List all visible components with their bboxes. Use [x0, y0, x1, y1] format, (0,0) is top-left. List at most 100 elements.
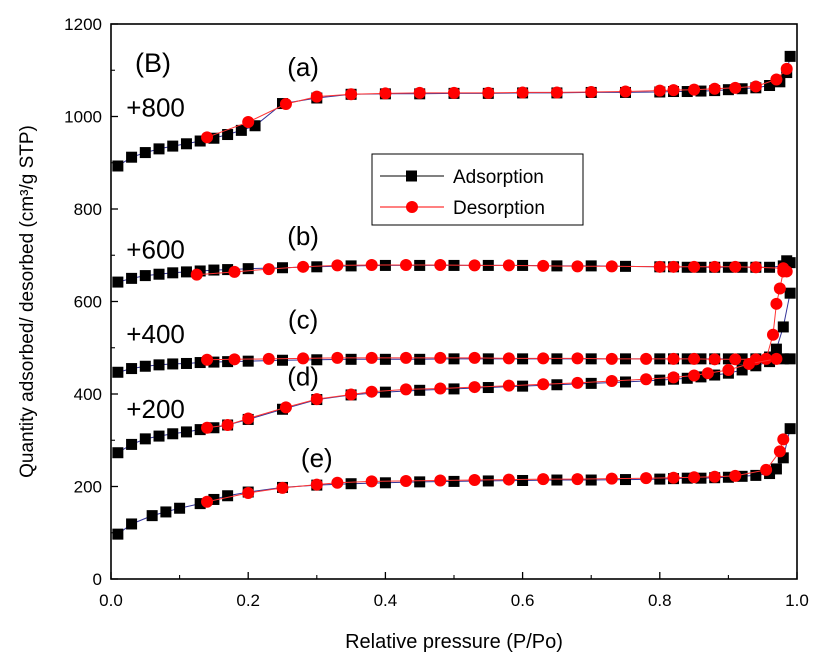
desorption-point — [640, 373, 653, 386]
desorption-point — [399, 258, 412, 271]
desorption-point — [688, 471, 701, 484]
series-a-desorption — [201, 62, 793, 144]
adsorption-point — [482, 475, 494, 487]
adsorption-point — [112, 276, 124, 288]
adsorption-point — [379, 386, 391, 398]
legend-box — [371, 153, 584, 226]
adsorption-point — [345, 478, 357, 490]
desorption-point — [399, 474, 412, 487]
desorption-point — [434, 351, 447, 364]
series-d-desorption — [201, 352, 783, 434]
series-c-desorption — [201, 265, 790, 366]
adsorption-point — [126, 272, 138, 284]
desorption-point — [262, 263, 275, 276]
desorption-point — [537, 259, 550, 272]
desorption-point — [434, 474, 447, 487]
x-tick-label: 0.8 — [648, 591, 672, 610]
adsorption-point — [160, 506, 172, 518]
desorption-point — [482, 86, 495, 99]
legend-marker-desorption — [406, 201, 418, 213]
desorption-point — [773, 445, 786, 458]
annotation-layer: (a) (b) (c) (d) (e) +800 +600 +400 +200 — [126, 52, 332, 473]
x-axis-label: Relative pressure (P/Po) — [345, 631, 563, 653]
adsorption-point — [208, 264, 220, 276]
desorption-point — [780, 62, 793, 75]
adsorption-point — [681, 86, 693, 98]
desorption-point — [667, 471, 680, 484]
adsorption-point — [112, 160, 124, 172]
desorption-point — [537, 352, 550, 365]
adsorption-point — [180, 426, 192, 438]
adsorption-point — [153, 268, 165, 280]
adsorption-point — [585, 377, 597, 389]
adsorption-point — [784, 257, 796, 269]
y-axis-label: Quantity adsorbed/ desorbed (cm³/g STP) — [17, 125, 38, 478]
adsorption-point — [242, 355, 254, 367]
desorption-point — [221, 418, 234, 431]
legend-label-desorption: Desorption — [453, 198, 545, 219]
y-tick-label: 1200 — [64, 15, 102, 34]
desorption-point — [434, 258, 447, 271]
adsorption-point — [784, 423, 796, 435]
series-a-adsorption — [112, 50, 796, 172]
x-tick-label: 0.0 — [99, 591, 123, 610]
desorption-point — [605, 472, 618, 485]
desorption-point — [228, 265, 241, 278]
desorption-point — [766, 328, 779, 341]
tick-layer: 0.0 0.2 0.4 0.6 0.8 1.0 0 200 400 600 800 1000 1200 — [64, 15, 809, 610]
desorption-point — [399, 383, 412, 396]
adsorption-point — [448, 383, 460, 395]
desorption-point — [365, 385, 378, 398]
series-line — [206, 439, 784, 503]
desorption-point — [571, 352, 584, 365]
adsorption-point — [208, 132, 220, 144]
desorption-point — [688, 369, 701, 382]
desorption-point — [228, 353, 241, 366]
desorption-point — [653, 260, 666, 273]
desorption-point — [667, 352, 680, 365]
panel-label: (B) — [135, 48, 171, 78]
desorption-point — [279, 98, 292, 111]
desorption-point — [468, 474, 481, 487]
adsorption-point — [654, 473, 666, 485]
adsorption-point — [222, 264, 234, 276]
adsorption-point — [770, 343, 782, 355]
adsorption-point — [620, 376, 631, 388]
adsorption-point — [722, 84, 734, 96]
annotation-400: +400 — [126, 319, 185, 349]
adsorption-point — [681, 472, 693, 484]
desorption-point — [729, 260, 742, 273]
adsorption-point — [784, 50, 796, 62]
adsorption-point — [139, 147, 151, 159]
desorption-point — [537, 473, 550, 486]
desorption-point — [331, 351, 344, 364]
adsorption-point — [517, 380, 529, 392]
adsorption-point — [167, 428, 179, 440]
adsorption-point — [153, 359, 165, 371]
adsorption-point — [764, 80, 776, 92]
adsorption-point — [222, 356, 234, 368]
desorption-point — [242, 486, 255, 499]
legend-label-adsorption: Adsorption — [453, 167, 544, 188]
adsorption-point — [277, 354, 288, 366]
adsorption-point — [345, 260, 357, 272]
desorption-point — [242, 412, 255, 425]
desorption-point — [708, 82, 721, 95]
desorption-point — [688, 83, 701, 96]
desorption-point — [242, 116, 255, 129]
desorption-point — [201, 495, 214, 508]
desorption-point — [605, 375, 618, 388]
desorption-point — [331, 476, 344, 489]
adsorption-point — [736, 83, 748, 95]
adsorption-point — [139, 270, 151, 282]
adsorption-point — [180, 357, 192, 369]
desorption-point — [708, 353, 721, 366]
desorption-point — [310, 90, 323, 103]
legend-marker-adsorption — [406, 170, 417, 182]
adsorption-point — [126, 151, 138, 163]
adsorption-point — [126, 438, 138, 450]
desorption-point — [468, 259, 481, 272]
adsorption-point — [126, 518, 138, 530]
desorption-point — [701, 367, 714, 380]
desorption-point — [502, 473, 515, 486]
